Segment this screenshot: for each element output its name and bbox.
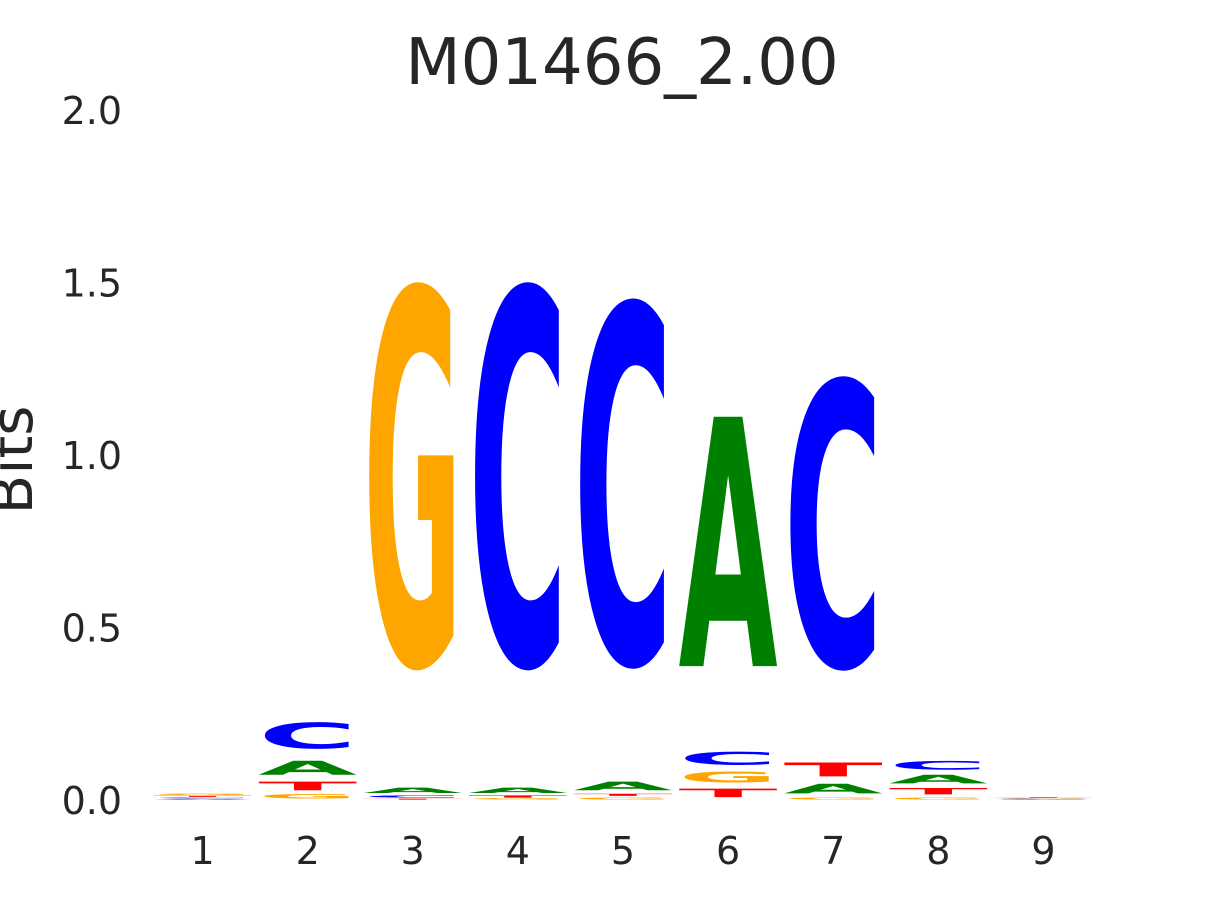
letter: T xyxy=(363,798,462,800)
letter: T xyxy=(994,797,1093,798)
letter: A xyxy=(363,786,462,795)
y-tick-label: 0.0 xyxy=(62,779,122,823)
letter: A xyxy=(994,799,1093,800)
letter: C xyxy=(889,759,988,773)
y-tick-label: 1.5 xyxy=(62,262,122,306)
x-tick-label: 1 xyxy=(190,829,214,873)
letter: G xyxy=(573,797,672,800)
letter: A xyxy=(889,773,988,787)
letter: C xyxy=(994,799,1093,800)
letter: A xyxy=(153,799,252,800)
x-tick-label: 5 xyxy=(611,829,635,873)
chart-title: M01466_2.00 xyxy=(405,26,838,100)
letter: A xyxy=(573,780,672,794)
letter: G xyxy=(994,798,1093,799)
x-tick-label: 9 xyxy=(1031,829,1055,873)
letter: C xyxy=(679,748,778,769)
x-tick-label: 3 xyxy=(401,829,425,873)
letter: C xyxy=(573,208,672,778)
letter: C xyxy=(258,716,357,757)
y-tick-label: 0.5 xyxy=(62,607,122,651)
letter: G xyxy=(784,797,883,800)
letter: G xyxy=(679,769,778,786)
letter: T xyxy=(889,786,988,796)
letter: A xyxy=(468,786,567,795)
letter: T xyxy=(468,795,567,798)
letter: C xyxy=(784,304,883,757)
letter: T xyxy=(573,793,672,796)
letter: A xyxy=(258,757,357,779)
letter: T xyxy=(679,786,778,800)
y-tick-label: 1.0 xyxy=(62,434,122,478)
letter: T xyxy=(258,779,357,793)
letter: A xyxy=(679,348,779,747)
letter: G xyxy=(153,793,252,795)
letter: G xyxy=(889,797,988,800)
x-tick-label: 6 xyxy=(716,829,740,873)
letter: G xyxy=(468,798,567,800)
x-tick-label: 7 xyxy=(821,829,845,873)
x-tick-label: 2 xyxy=(296,829,320,873)
letter: C xyxy=(363,795,462,798)
letter: A xyxy=(784,781,883,796)
letter: T xyxy=(784,759,884,781)
x-tick-label: 8 xyxy=(926,829,950,873)
letter: C xyxy=(153,797,252,798)
letter: T xyxy=(153,796,252,798)
letter: C xyxy=(468,188,567,784)
letter: G xyxy=(258,793,357,800)
y-tick-label: 2.0 xyxy=(62,89,122,133)
y-axis-label: Bits xyxy=(0,406,46,515)
x-tick-label: 4 xyxy=(506,829,530,873)
letter: G xyxy=(363,187,462,784)
